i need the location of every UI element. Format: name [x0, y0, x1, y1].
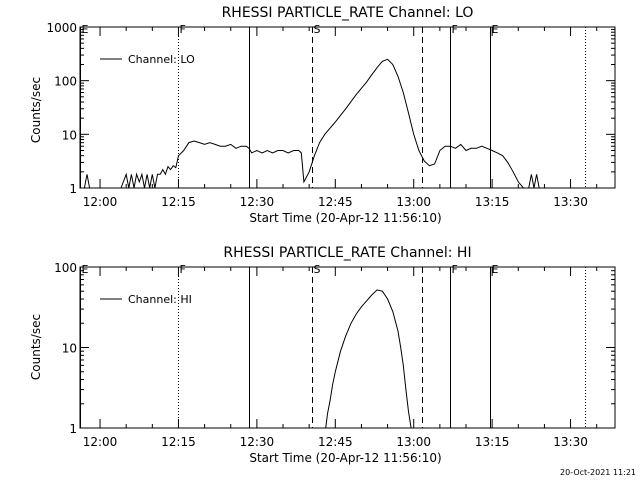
- x-tick-label-5: 13:15: [475, 195, 510, 209]
- x-tick-label-5: 13:15: [475, 435, 510, 449]
- y-tick-label-0: 1: [69, 422, 77, 436]
- y-tick-label-1: 10: [62, 128, 77, 142]
- series-line-0: [80, 58, 540, 189]
- chart-title: RHESSI PARTICLE_RATE Channel: LO: [222, 5, 474, 21]
- marker-label-0: E: [82, 23, 89, 36]
- legend-label-0: Channel: LO: [128, 53, 195, 66]
- marker-label-1: F: [180, 263, 186, 276]
- marker-label-5: F: [452, 263, 458, 276]
- x-tick-label-3: 12:45: [318, 195, 353, 209]
- y-tick-label-2: 100: [54, 261, 77, 275]
- marker-label-5: F: [452, 23, 458, 36]
- y-tick-label-2: 100: [54, 75, 77, 89]
- x-tick-label-6: 13:30: [553, 195, 588, 209]
- x-tick-label-3: 12:45: [318, 435, 353, 449]
- x-tick-label-4: 13:00: [396, 195, 431, 209]
- marker-label-3: S: [314, 263, 321, 276]
- x-tick-label-2: 12:30: [240, 435, 275, 449]
- series-line-0: [325, 289, 412, 429]
- x-tick-label-0: 12:00: [83, 195, 118, 209]
- x-tick-label-6: 13:30: [553, 435, 588, 449]
- marker-label-1: F: [180, 23, 186, 36]
- y-axis-label: Counts/sec: [29, 314, 43, 380]
- plot-frame: [79, 266, 616, 429]
- y-tick-label-1: 10: [62, 342, 77, 356]
- y-tick-label-3: 1000: [46, 21, 77, 35]
- plot-frame: [79, 26, 616, 189]
- marker-label-6: E: [492, 23, 499, 36]
- x-tick-label-0: 12:00: [83, 435, 118, 449]
- marker-label-6: E: [492, 263, 499, 276]
- marker-label-3: S: [314, 23, 321, 36]
- marker-label-0: E: [82, 263, 89, 276]
- y-axis-label: Counts/sec: [29, 77, 43, 143]
- x-tick-label-2: 12:30: [240, 195, 275, 209]
- x-tick-label-1: 12:15: [161, 435, 196, 449]
- x-tick-label-1: 12:15: [161, 195, 196, 209]
- chart-title: RHESSI PARTICLE_RATE Channel: HI: [223, 245, 471, 261]
- x-tick-label-4: 13:00: [396, 435, 431, 449]
- panel-hi: E F S F E 12:00 12:15 12:30 12:45 13:00 13:15 13:30…: [29, 245, 616, 465]
- x-axis-label: Start Time (20-Apr-12 11:56:10): [249, 211, 441, 225]
- y-tick-label-0: 1: [69, 182, 77, 196]
- panel-lo: E F S F E 12:00 12:15 12:30 12:45 13:00 13:15 13:30…: [29, 5, 616, 225]
- timestamp: 20-Oct-2021 11:21: [560, 468, 636, 477]
- x-axis-label: Start Time (20-Apr-12 11:56:10): [249, 451, 441, 465]
- legend-label-0: Channel: HI: [128, 293, 192, 306]
